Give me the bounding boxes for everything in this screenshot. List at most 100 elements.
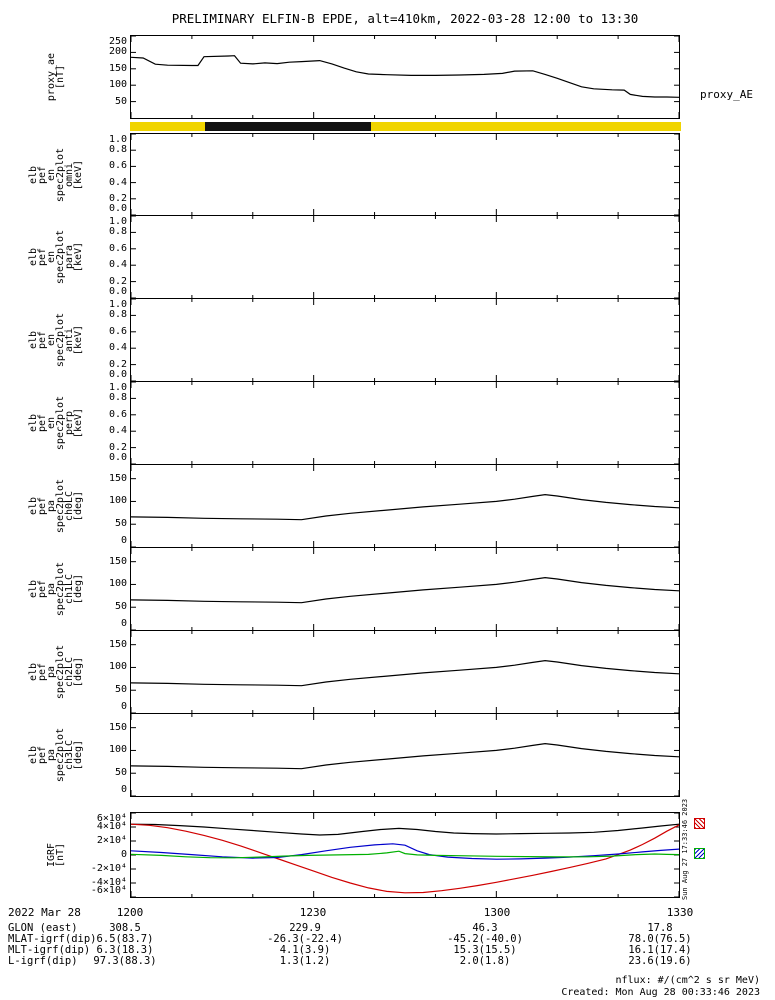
row-value: 46.3	[472, 922, 498, 934]
y-axis-label-wrap: elb pef en spec2plot para [keV]	[28, 216, 84, 298]
y-axis-label: elb pef pa spec2plot ch1LC [deg]	[28, 561, 84, 617]
y-tick-label: 4×10⁴	[96, 821, 127, 832]
created-timestamp: Created: Mon Aug 28 00:33:46 2023	[561, 987, 760, 998]
y-axis-label: elb pef en spec2plot omni [keV]	[28, 147, 84, 202]
y-tick-label: 0	[120, 535, 127, 546]
panel-pa-ch3: elb pef pa spec2plot ch3LC [deg] 150 100 5…	[28, 714, 680, 797]
y-tick-label: 1.0	[108, 382, 127, 393]
panel-en-omni: elb pef en spec2plot omni [keV] 1.0 0.8 0.…	[28, 133, 680, 216]
y-tick-label: 0.2	[108, 441, 127, 453]
y-tick-label: 0	[120, 618, 127, 629]
y-axis-label: proxy_ae [nT]	[45, 52, 66, 102]
panel-igrf: IGRF [nT] 6×10⁴ 4×10⁴ 2×10⁴ 0 -2×10⁴ -4×10⁴ -6…	[46, 812, 680, 898]
y-tick-label: 150	[108, 62, 127, 74]
y-tick-label: 0.8	[108, 144, 127, 156]
plot-area	[131, 548, 679, 630]
y-tick-label: 0	[120, 784, 127, 795]
y-tick-label: -4×10⁴	[90, 877, 127, 888]
row-value: 17.8	[647, 922, 673, 934]
y-tick-label: 200	[108, 46, 127, 58]
x-tick-label: 1300	[483, 906, 511, 919]
row-value: 2.0(1.8)	[459, 955, 511, 967]
y-tick-label: 150	[108, 638, 127, 650]
igrf-legend-marker-icon	[694, 818, 705, 829]
y-tick-label: 150	[108, 721, 127, 733]
nflux-units-note: nflux: #/(cm^2 s sr MeV)	[615, 975, 761, 986]
y-tick-label: 0.2	[108, 275, 127, 287]
plot-area	[131, 631, 679, 713]
y-tick-label: 0.6	[108, 242, 127, 254]
y-tick-label: 0.2	[108, 192, 127, 204]
y-tick-label: 50	[114, 95, 127, 107]
y-axis-label-wrap: elb pef pa spec2plot ch1LC [deg]	[28, 548, 84, 630]
y-axis-label-wrap: IGRF [nT]	[29, 813, 83, 897]
y-tick-label: 0.4	[108, 342, 127, 354]
x-tick-label: 1200	[116, 906, 144, 919]
y-tick-label: 100	[108, 578, 127, 590]
x-tick-label: 1230	[299, 906, 327, 919]
y-tick-label: 0.8	[108, 226, 127, 238]
plot-area	[131, 36, 679, 118]
y-axis-label-wrap: elb pef pa spec2plot ch3LC [deg]	[28, 714, 84, 796]
y-tick-label: 150	[108, 555, 127, 567]
y-axis-label: elb pef pa spec2plot ch3LC [deg]	[28, 727, 84, 783]
y-tick-label: 0.4	[108, 259, 127, 271]
row-label: L-igrf(dip)	[8, 955, 78, 967]
y-tick-label: 100	[108, 744, 127, 756]
row-value: 229.9	[289, 922, 321, 934]
y-tick-label: 0.4	[108, 425, 127, 437]
y-tick-label: 0	[120, 849, 127, 860]
y-axis-label: elb pef en spec2plot anti [keV]	[28, 312, 84, 368]
series-line	[131, 56, 679, 98]
y-tick-label: 6×10⁴	[96, 813, 127, 824]
row-value: -45.2(-40.0)	[447, 933, 523, 945]
y-axis-label: elb pef pa spec2plot ch2LC [deg]	[28, 644, 84, 700]
y-axis-label: elb pef en spec2plot perp [keV]	[28, 395, 84, 451]
x-tick-label: 1330	[666, 906, 694, 919]
y-tick-label: -6×10⁴	[90, 885, 127, 896]
series-line	[131, 844, 679, 859]
y-tick-label: 50	[114, 518, 127, 530]
y-tick-label: 100	[108, 79, 127, 91]
status-bar	[130, 122, 681, 131]
y-tick-label: 50	[114, 601, 127, 613]
row-value: 78.0(76.5)	[628, 933, 692, 945]
y-tick-label: -2×10⁴	[90, 863, 127, 874]
panel-pa-ch0: elb pef pa spec2plot ch0LC [deg] 150 100 5…	[28, 465, 680, 548]
panel-pa-ch2: elb pef pa spec2plot ch2LC [deg] 150 100 5…	[28, 631, 680, 714]
plot-area	[131, 299, 679, 381]
creation-watermark: Sun Aug 27 17:33:46 2023	[681, 798, 689, 900]
y-axis-label-wrap: elb pef pa spec2plot ch2LC [deg]	[28, 631, 84, 713]
y-axis-label-wrap: elb pef en spec2plot omni [keV]	[28, 134, 84, 215]
row-value: 6.5(83.7)	[96, 933, 154, 945]
bar-black-segment	[205, 122, 371, 131]
row-value: 16.1(17.4)	[628, 944, 692, 956]
y-axis-label-wrap: elb pef en spec2plot perp [keV]	[28, 382, 84, 464]
row-label: GLON (east)	[8, 922, 78, 934]
series-line	[131, 744, 679, 769]
row-value: 308.5	[109, 922, 141, 934]
y-tick-label: 0.0	[108, 369, 127, 380]
y-tick-label: 0.0	[108, 286, 127, 297]
panel-proxy-ae: proxy_ae [nT] 250 200 150 100 50	[46, 35, 680, 119]
y-axis-label: elb pef en spec2plot para [keV]	[28, 229, 84, 285]
igrf-legend-marker-icon	[694, 848, 705, 859]
y-tick-label: 0.8	[108, 392, 127, 404]
plot-area	[131, 813, 679, 897]
y-tick-label: 0.6	[108, 408, 127, 420]
row-label: MLT-igrf(dip)	[8, 944, 91, 956]
row-value: -26.3(-22.4)	[267, 933, 343, 945]
panel-pa-ch1: elb pef pa spec2plot ch1LC [deg] 150 100 5…	[28, 548, 680, 631]
row-value: 97.3(88.3)	[93, 955, 157, 967]
row-value: 6.3(18.3)	[96, 944, 154, 956]
row-value: 23.6(19.6)	[628, 955, 692, 967]
plot-title: PRELIMINARY ELFIN-B EPDE, alt=410km, 202…	[171, 11, 639, 26]
row-value: 4.1(3.9)	[279, 944, 331, 956]
panel-en-perp: elb pef en spec2plot perp [keV] 1.0 0.8 0.…	[28, 382, 680, 465]
y-tick-label: 100	[108, 661, 127, 673]
y-tick-label: 0.8	[108, 309, 127, 321]
panel-en-para: elb pef en spec2plot para [keV] 1.0 0.8 0.…	[28, 216, 680, 299]
y-tick-label: 2×10⁴	[96, 835, 127, 846]
y-tick-label: 50	[114, 684, 127, 696]
y-axis-label: elb pef pa spec2plot ch0LC [deg]	[28, 478, 84, 534]
